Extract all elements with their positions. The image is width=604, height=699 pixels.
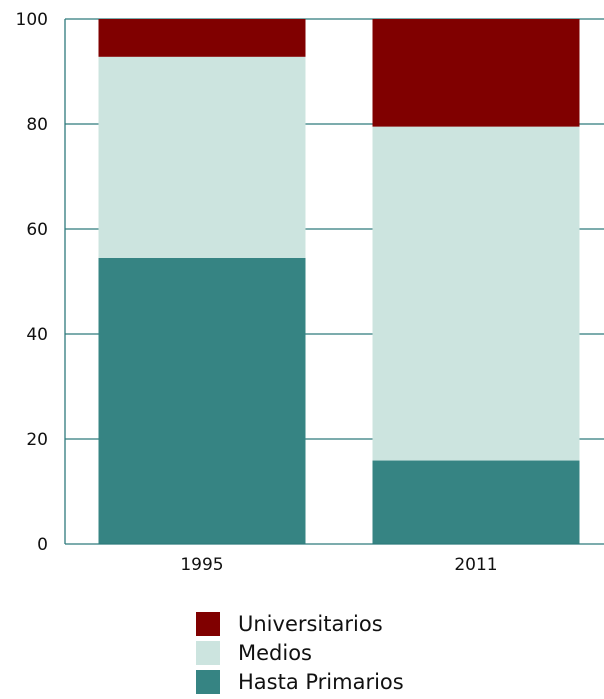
legend-swatch: [196, 669, 220, 694]
y-tick-label-40: 40: [26, 325, 48, 345]
legend-item-medios: Medios: [196, 638, 404, 667]
tick-labels: 0 20 40 60 80 100 1995 2011: [16, 10, 498, 575]
y-tick-label-100: 100: [16, 10, 48, 30]
legend-label: Medios: [238, 640, 312, 665]
bar-2011-hasta-primarios: [372, 460, 580, 544]
legend-label: Hasta Primarios: [238, 669, 404, 694]
bar-1995-medios: [98, 56, 306, 258]
bar-1995-universitarios: [98, 19, 306, 57]
x-tick-label-2011: 2011: [454, 555, 497, 575]
legend-swatch: [196, 640, 220, 665]
legend-swatch: [196, 611, 220, 636]
y-tick-label-80: 80: [26, 115, 48, 135]
legend: Universitarios Medios Hasta Primarios: [196, 609, 404, 696]
y-tick-label-60: 60: [26, 220, 48, 240]
stacked-bar-chart: 0 20 40 60 80 100 1995 2011: [16, 10, 604, 575]
bar-2011-universitarios: [372, 19, 580, 127]
x-tick-label-1995: 1995: [180, 555, 223, 575]
y-tick-label-20: 20: [26, 430, 48, 450]
axes: [64, 19, 604, 545]
y-tick-label-0: 0: [37, 535, 48, 555]
bar-2011-medios: [372, 126, 580, 461]
legend-item-universitarios: Universitarios: [196, 609, 404, 638]
legend-label: Universitarios: [238, 611, 383, 636]
bar-1995-hasta-primarios: [98, 257, 306, 544]
legend-item-hasta-primarios: Hasta Primarios: [196, 667, 404, 696]
bars: [98, 19, 580, 544]
